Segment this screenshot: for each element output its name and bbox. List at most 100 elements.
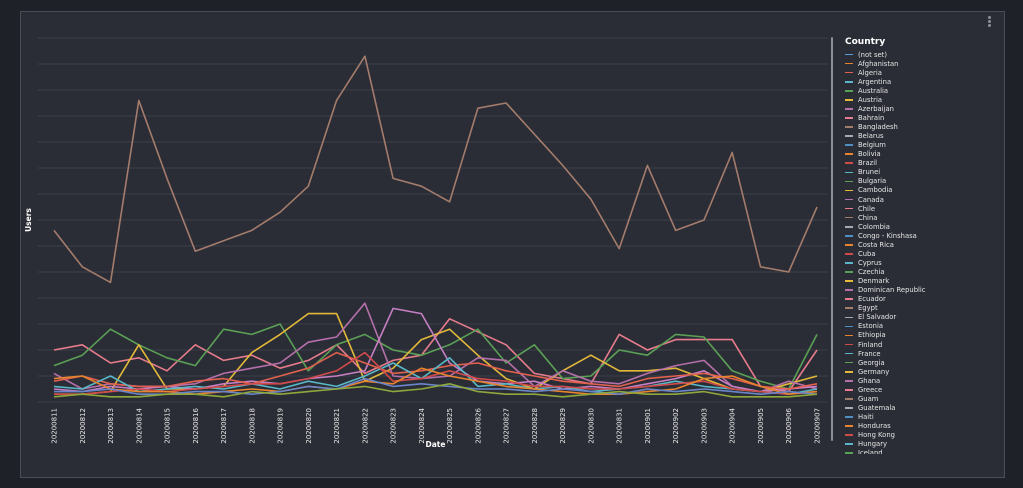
legend-item[interactable]: Cyprus xyxy=(843,258,993,267)
legend-item[interactable]: Algeria xyxy=(843,68,993,77)
legend-label: Cyprus xyxy=(858,258,882,267)
x-tick-label: 20200906 xyxy=(785,407,793,443)
legend-title: Country xyxy=(845,37,886,47)
legend-item[interactable]: Iceland xyxy=(843,449,993,454)
legend-label: Germany xyxy=(858,367,890,376)
legend-swatch xyxy=(845,207,853,210)
legend-label: China xyxy=(858,213,878,222)
legend-item[interactable]: Czechia xyxy=(843,268,993,277)
legend-label: Bulgaria xyxy=(858,177,887,186)
more-vert-icon[interactable] xyxy=(986,15,992,29)
legend-label: Egypt xyxy=(858,304,878,313)
legend-item[interactable]: Georgia xyxy=(843,358,993,367)
y-axis-label: Users xyxy=(24,208,33,232)
legend-item[interactable]: Ghana xyxy=(843,376,993,385)
legend-label: Afghanistan xyxy=(858,59,899,68)
legend-label: Dominican Republic xyxy=(858,286,926,295)
legend-label: Georgia xyxy=(858,358,885,367)
legend-item[interactable]: (not set) xyxy=(843,50,993,59)
legend-label: Argentina xyxy=(858,77,892,86)
series-line xyxy=(53,382,818,398)
legend-item[interactable]: Haiti xyxy=(843,413,993,422)
legend-swatch xyxy=(845,225,853,228)
legend-swatch xyxy=(845,216,853,219)
legend-scrollbar[interactable] xyxy=(831,37,833,441)
legend-item[interactable]: Costa Rica xyxy=(843,240,993,249)
legend-item[interactable]: Honduras xyxy=(843,422,993,431)
legend-item[interactable]: Brazil xyxy=(843,159,993,168)
legend-label: Bahrain xyxy=(858,113,885,122)
legend-swatch xyxy=(845,316,853,319)
legend-swatch xyxy=(845,144,853,146)
legend-label: Brunei xyxy=(858,168,881,177)
x-tick-label: 20200816 xyxy=(192,407,200,443)
legend-label: Belgium xyxy=(858,141,886,150)
legend-item[interactable]: Bangladesh xyxy=(843,123,993,132)
legend-label: Brazil xyxy=(858,159,877,168)
legend-label: Haiti xyxy=(858,413,874,422)
legend-item[interactable]: Estonia xyxy=(843,322,993,331)
legend-item[interactable]: Denmark xyxy=(843,277,993,286)
legend-item[interactable]: Guam xyxy=(843,394,993,403)
legend-item[interactable]: Azerbaijan xyxy=(843,104,993,113)
legend-item[interactable]: Bulgaria xyxy=(843,177,993,186)
legend-item[interactable]: El Salvador xyxy=(843,313,993,322)
legend-item[interactable]: Afghanistan xyxy=(843,59,993,68)
legend-label: Colombia xyxy=(858,222,890,231)
legend-swatch xyxy=(845,153,853,156)
legend-item[interactable]: Argentina xyxy=(843,77,993,86)
legend-item[interactable]: Austria xyxy=(843,95,993,104)
legend-item[interactable]: Guatemala xyxy=(843,403,993,412)
legend-label: Cuba xyxy=(858,249,876,258)
legend-swatch xyxy=(845,135,853,137)
legend-label: Hong Kong xyxy=(858,431,895,440)
legend-item[interactable]: Bolivia xyxy=(843,150,993,159)
legend-item[interactable]: Congo - Kinshasa xyxy=(843,231,993,240)
legend-item[interactable]: France xyxy=(843,349,993,358)
legend-item[interactable]: Bahrain xyxy=(843,113,993,122)
legend-item[interactable]: China xyxy=(843,213,993,222)
legend-item[interactable]: Ethiopia xyxy=(843,331,993,340)
legend-item[interactable]: Hong Kong xyxy=(843,431,993,440)
legend-swatch xyxy=(845,425,853,427)
legend-swatch xyxy=(845,361,853,364)
legend-label: Bangladesh xyxy=(858,123,898,132)
legend-item[interactable]: Finland xyxy=(843,340,993,349)
legend-item[interactable]: Belgium xyxy=(843,141,993,150)
x-tick-label: 20200819 xyxy=(277,408,285,444)
legend-swatch xyxy=(845,171,853,174)
legend-item[interactable]: Hungary xyxy=(843,440,993,449)
legend-swatch xyxy=(845,407,853,409)
legend-item[interactable]: Australia xyxy=(843,86,993,95)
legend-swatch xyxy=(845,71,853,74)
x-tick-label: 20200903 xyxy=(700,408,708,444)
x-tick-label: 20200901 xyxy=(644,408,652,444)
legend-item[interactable]: Brunei xyxy=(843,168,993,177)
legend-item[interactable]: Colombia xyxy=(843,222,993,231)
legend-label: Canada xyxy=(858,195,884,204)
legend-item[interactable]: Canada xyxy=(843,195,993,204)
legend-item[interactable]: Belarus xyxy=(843,132,993,141)
legend-item[interactable]: Ecuador xyxy=(843,295,993,304)
legend-label: Hungary xyxy=(858,440,888,449)
x-tick-label: 20200902 xyxy=(672,408,680,444)
legend-swatch xyxy=(845,289,853,291)
x-tick-label: 20200812 xyxy=(79,408,87,444)
legend-swatch xyxy=(845,180,853,183)
legend-item[interactable]: Germany xyxy=(843,367,993,376)
x-tick-label: 20200827 xyxy=(503,408,511,444)
x-tick-label: 20200818 xyxy=(248,408,256,444)
legend-item[interactable]: Egypt xyxy=(843,304,993,313)
legend-swatch xyxy=(845,325,853,328)
legend-item[interactable]: Cuba xyxy=(843,249,993,258)
legend-item[interactable]: Dominican Republic xyxy=(843,286,993,295)
x-tick-label: 20200826 xyxy=(474,407,482,443)
legend-swatch xyxy=(845,334,853,337)
legend-item[interactable]: Greece xyxy=(843,385,993,394)
legend-label: Cambodia xyxy=(858,186,893,195)
legend-item[interactable]: Chile xyxy=(843,204,993,213)
x-tick-label: 20200830 xyxy=(587,408,595,444)
legend-swatch xyxy=(845,198,853,201)
legend-item[interactable]: Cambodia xyxy=(843,186,993,195)
series-line xyxy=(54,312,818,396)
